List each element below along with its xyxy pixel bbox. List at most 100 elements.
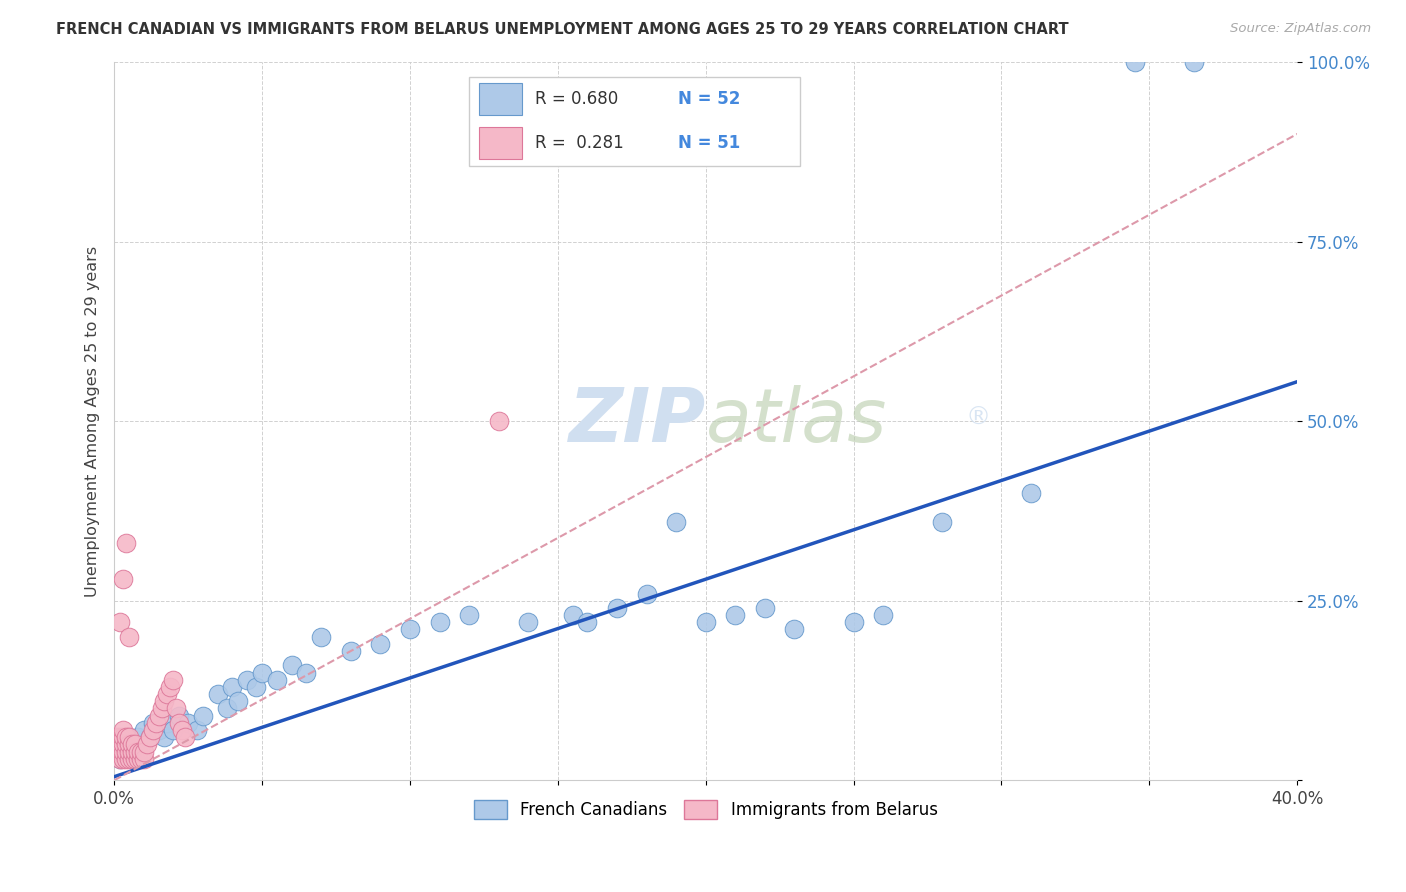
Point	[142, 723, 165, 737]
Point	[250, 665, 273, 680]
Point	[1019, 486, 1042, 500]
Point	[399, 623, 422, 637]
Point	[724, 608, 747, 623]
Point	[162, 723, 184, 737]
Point	[118, 630, 141, 644]
Point	[115, 745, 138, 759]
Point	[132, 745, 155, 759]
Text: atlas: atlas	[706, 385, 887, 458]
Point	[186, 723, 208, 737]
Point	[153, 730, 176, 744]
Point	[576, 615, 599, 630]
Point	[606, 601, 628, 615]
Point	[127, 752, 149, 766]
Point	[236, 673, 259, 687]
Point	[309, 630, 332, 644]
Point	[105, 738, 128, 752]
Point	[245, 680, 267, 694]
Point	[665, 515, 688, 529]
Point	[159, 680, 181, 694]
Point	[145, 715, 167, 730]
Point	[124, 745, 146, 759]
Point	[162, 673, 184, 687]
Point	[783, 623, 806, 637]
Point	[215, 701, 238, 715]
Point	[121, 738, 143, 752]
Point	[112, 752, 135, 766]
Point	[105, 745, 128, 759]
Point	[872, 608, 894, 623]
Point	[517, 615, 540, 630]
Point	[165, 701, 187, 715]
Text: ®: ®	[966, 406, 991, 430]
Point	[121, 745, 143, 759]
Point	[118, 745, 141, 759]
Y-axis label: Unemployment Among Ages 25 to 29 years: Unemployment Among Ages 25 to 29 years	[86, 245, 100, 597]
Point	[295, 665, 318, 680]
Point	[1123, 55, 1146, 70]
Point	[280, 658, 302, 673]
Point	[142, 715, 165, 730]
Point	[931, 515, 953, 529]
Point	[115, 536, 138, 550]
Point	[561, 608, 583, 623]
Point	[118, 730, 141, 744]
Point	[228, 694, 250, 708]
Point	[150, 701, 173, 715]
Point	[105, 730, 128, 744]
Point	[108, 730, 131, 744]
Point	[1182, 55, 1205, 70]
Point	[156, 715, 179, 730]
Point	[115, 738, 138, 752]
Point	[132, 723, 155, 737]
Point	[138, 730, 160, 744]
Point	[167, 715, 190, 730]
Point	[129, 752, 152, 766]
Point	[112, 738, 135, 752]
Point	[458, 608, 481, 623]
Point	[108, 738, 131, 752]
Point	[118, 738, 141, 752]
Text: ZIP: ZIP	[568, 384, 706, 458]
Point	[207, 687, 229, 701]
Point	[191, 708, 214, 723]
Point	[112, 738, 135, 752]
Point	[118, 730, 141, 744]
Point	[695, 615, 717, 630]
Point	[754, 601, 776, 615]
Point	[112, 745, 135, 759]
Point	[121, 738, 143, 752]
Point	[112, 723, 135, 737]
Point	[108, 745, 131, 759]
Point	[127, 730, 149, 744]
Point	[124, 738, 146, 752]
Point	[112, 572, 135, 586]
Point	[172, 723, 194, 737]
Point	[174, 730, 197, 744]
Point	[221, 680, 243, 694]
Point	[115, 730, 138, 744]
Point	[108, 752, 131, 766]
Point	[115, 745, 138, 759]
Point	[156, 687, 179, 701]
Point	[148, 708, 170, 723]
Legend: French Canadians, Immigrants from Belarus: French Canadians, Immigrants from Belaru…	[467, 793, 945, 826]
Text: FRENCH CANADIAN VS IMMIGRANTS FROM BELARUS UNEMPLOYMENT AMONG AGES 25 TO 29 YEAR: FRENCH CANADIAN VS IMMIGRANTS FROM BELAR…	[56, 22, 1069, 37]
Point	[135, 738, 157, 752]
Point	[132, 752, 155, 766]
Point	[108, 752, 131, 766]
Point	[370, 637, 392, 651]
Point	[124, 745, 146, 759]
Point	[167, 708, 190, 723]
Point	[429, 615, 451, 630]
Point	[124, 752, 146, 766]
Point	[105, 745, 128, 759]
Point	[842, 615, 865, 630]
Point	[138, 730, 160, 744]
Point	[339, 644, 361, 658]
Text: Source: ZipAtlas.com: Source: ZipAtlas.com	[1230, 22, 1371, 36]
Point	[121, 752, 143, 766]
Point	[636, 586, 658, 600]
Point	[127, 745, 149, 759]
Point	[129, 738, 152, 752]
